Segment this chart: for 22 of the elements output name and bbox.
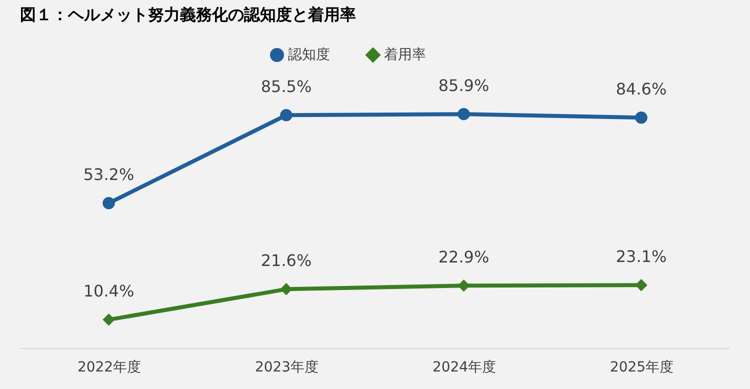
point	[458, 280, 470, 292]
data-label: 10.4%	[83, 282, 134, 301]
data-label: 85.9%	[438, 76, 490, 96]
point	[102, 314, 115, 326]
x-tick-label: 2022年度	[77, 360, 142, 376]
chart-title: 図１：ヘルメット努力義務化の認知度と着用率	[20, 5, 356, 24]
data-label: 53.2%	[83, 165, 134, 184]
legend-label: 認知度	[288, 47, 330, 63]
data-label: 21.6%	[260, 251, 312, 270]
data-label: 85.5%	[260, 77, 312, 96]
x-tick-label: 2023年度	[254, 360, 319, 376]
data-label: 22.9%	[438, 248, 490, 267]
point	[635, 278, 648, 292]
legend-label: 着用率	[384, 47, 426, 63]
point	[102, 197, 115, 210]
point	[635, 112, 648, 124]
point	[280, 109, 292, 122]
data-label: 23.1%	[616, 247, 667, 266]
point	[458, 108, 470, 120]
data-label: 84.6%	[616, 80, 667, 99]
x-tick-label: 2024年度	[432, 360, 496, 376]
x-tick-label: 2025年度	[610, 360, 674, 376]
